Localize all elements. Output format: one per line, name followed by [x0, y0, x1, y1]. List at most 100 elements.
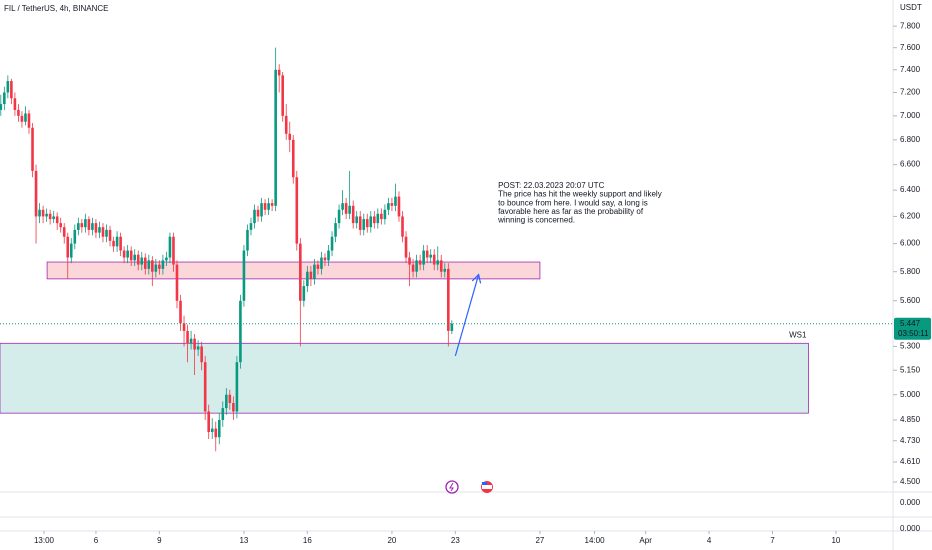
candle-body	[365, 219, 369, 228]
candle-body	[207, 411, 210, 433]
candle-body	[299, 243, 302, 301]
x-tick-label: 9	[157, 536, 162, 545]
candle-body	[249, 223, 253, 230]
candle-body	[334, 223, 337, 237]
candle-body	[228, 394, 232, 404]
candle-body	[443, 268, 447, 272]
y-tick-label: 4.730	[900, 436, 921, 445]
candle-body	[3, 92, 6, 105]
candle-body	[380, 213, 383, 220]
candle-body	[422, 250, 425, 265]
candle-body	[337, 209, 341, 224]
candle-body	[34, 170, 38, 217]
chart-title: FIL / TetherUS, 4h, BINANCE	[4, 4, 108, 13]
candle-body	[20, 115, 24, 122]
candle-body	[122, 250, 126, 258]
replay-icon[interactable]	[445, 480, 459, 494]
candle-body	[98, 227, 101, 233]
y-tick-label: 7.800	[900, 21, 921, 30]
candle-body	[390, 203, 394, 206]
candle-body	[140, 257, 144, 265]
candle-body	[179, 300, 182, 324]
candle-body	[200, 346, 203, 363]
candle-body	[373, 216, 376, 224]
candle-body	[91, 223, 94, 230]
candle-body	[281, 75, 284, 116]
candle-body	[439, 260, 443, 272]
y-tick-label: 7.400	[900, 65, 921, 74]
candle-body	[196, 346, 200, 350]
candle-body	[210, 428, 214, 433]
unit-label: USDT	[900, 3, 922, 12]
annotation-line: The price has hit the weekly support and…	[498, 190, 662, 199]
flag-icon[interactable]	[481, 481, 493, 493]
candle-body	[87, 219, 91, 230]
annotation-line: winning is concerned.	[497, 215, 575, 224]
candle-body	[418, 260, 422, 265]
candle-body	[182, 323, 186, 331]
candle-body	[84, 219, 87, 228]
candle-body	[175, 264, 179, 301]
candle-body	[284, 115, 288, 134]
arrow	[454, 274, 480, 357]
candle-body	[429, 254, 432, 258]
x-tick-label: 13:00	[34, 536, 55, 545]
annotation-line: favorable here as far as the probability…	[498, 207, 644, 216]
candle-body	[108, 229, 112, 241]
candle-body	[309, 271, 313, 279]
x-tick-label: 27	[535, 536, 544, 545]
candle-body	[217, 419, 221, 438]
y-tick-label: 7.000	[900, 111, 921, 120]
annotation-line: to bounce from here. I would say, a long…	[498, 198, 648, 207]
candle-body	[77, 223, 80, 230]
candle-body	[119, 236, 122, 251]
annotation-line: POST: 22.03.2023 20:07 UTC	[498, 181, 605, 190]
candle-body	[415, 260, 418, 272]
candle-body	[80, 223, 84, 228]
candle-body	[62, 227, 66, 237]
candle-body	[351, 205, 355, 224]
candle-body	[246, 229, 249, 251]
y-tick-label: 6.400	[900, 185, 921, 194]
candle-body	[387, 203, 390, 210]
candle-body	[404, 236, 408, 258]
candle-body	[397, 196, 401, 217]
y-tick-label: 5.600	[900, 296, 921, 305]
x-tick-label: 14:00	[585, 536, 606, 545]
candle-body	[221, 408, 225, 420]
candle-body	[129, 250, 133, 261]
x-tick-label: Apr	[639, 536, 652, 545]
y-tick-label: 4.850	[900, 415, 921, 424]
candle-body	[10, 81, 13, 99]
candle-body	[133, 254, 136, 261]
candle-body	[235, 362, 239, 412]
candle-body	[267, 203, 270, 210]
y-tick-label: 6.200	[900, 212, 921, 221]
candle-body	[214, 428, 218, 438]
candle-body	[48, 213, 52, 220]
y-tick-label: 5.000	[900, 390, 921, 399]
candle-body	[401, 216, 404, 237]
candle-body	[341, 203, 344, 210]
candle-body	[59, 223, 62, 228]
candle-body	[73, 229, 77, 244]
candle-body	[189, 338, 193, 344]
candle-body	[327, 250, 330, 261]
y-tick-label: 6.000	[900, 239, 921, 248]
candle-body	[147, 260, 151, 269]
y-tick-label: 4.610	[900, 457, 921, 466]
candle-body	[369, 216, 373, 228]
candle-body	[330, 236, 334, 251]
candle-body	[136, 254, 140, 265]
candle-body	[69, 243, 73, 258]
arrow-head	[471, 273, 482, 284]
x-tick-label: 10	[831, 536, 840, 545]
candle-body	[225, 394, 228, 409]
candle-body	[24, 113, 27, 122]
candle-body	[143, 257, 147, 269]
candle-body	[302, 286, 306, 301]
candle-body	[0, 104, 3, 110]
candle-body	[13, 98, 17, 110]
